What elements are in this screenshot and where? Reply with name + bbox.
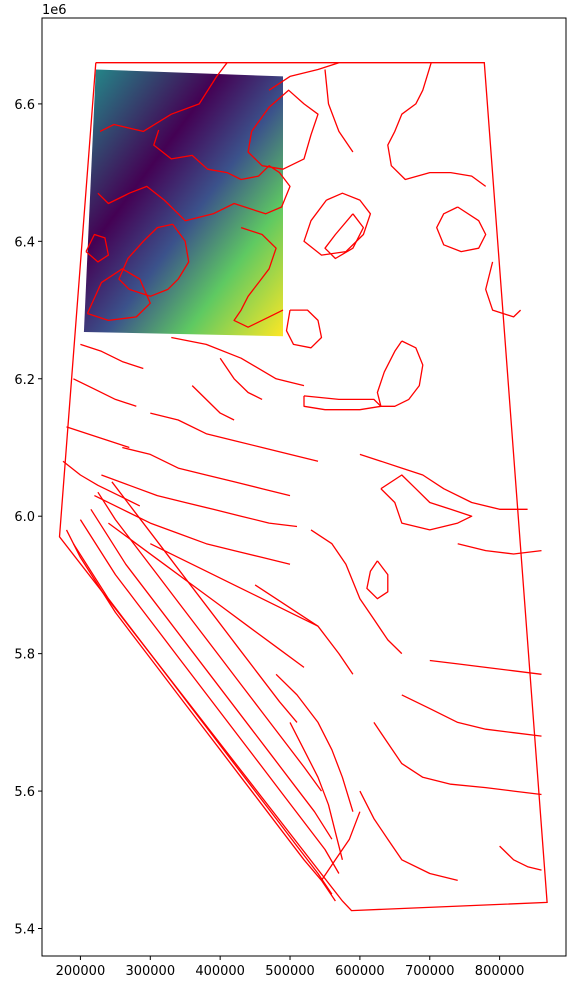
contour-line	[97, 129, 291, 222]
contour-line	[97, 491, 323, 792]
boundary-lines	[58, 62, 548, 912]
contour-line	[436, 206, 487, 253]
contour-line	[85, 233, 110, 263]
contour-line	[387, 62, 487, 187]
contour-line	[275, 673, 354, 812]
contour-line	[150, 412, 319, 462]
x-tick-label: 300000	[125, 964, 175, 979]
contour-line	[310, 529, 403, 655]
y-tick-label: 5.8	[14, 648, 35, 663]
raster-image	[83, 69, 284, 337]
contour-line	[429, 659, 542, 675]
contour-line	[171, 336, 305, 387]
y-tick-label: 6.4	[14, 235, 35, 250]
contour-line	[401, 694, 542, 737]
contour-line	[254, 584, 354, 675]
contour-line	[303, 192, 372, 256]
contour-line	[90, 508, 333, 840]
contour-line	[324, 213, 365, 260]
y-tick-label: 6.2	[14, 373, 35, 388]
contour-line	[380, 474, 473, 531]
contour-line	[72, 543, 333, 895]
y-axis: 5.4 5.6 5.8 6.0 6.2 6.4 6.6	[14, 98, 42, 938]
x-tick-label: 700000	[405, 964, 455, 979]
contour-line	[485, 261, 522, 318]
y-tick-label: 5.6	[14, 785, 35, 800]
x-tick-label: 800000	[475, 964, 525, 979]
axes-frame	[41, 17, 567, 957]
x-tick-label: 200000	[56, 964, 106, 979]
contour-line	[376, 340, 424, 407]
contour-line	[373, 722, 542, 796]
contour-line	[65, 529, 336, 902]
contour-line	[247, 89, 319, 170]
contour-line	[219, 357, 263, 400]
contour-line	[118, 223, 190, 297]
contour-line	[303, 395, 382, 411]
contour-line	[101, 474, 298, 528]
contour-line	[359, 790, 458, 882]
contour-line	[80, 343, 144, 370]
contour-line	[359, 453, 528, 510]
x-tick-label: 600000	[335, 964, 385, 979]
y-tick-label: 6.0	[14, 510, 35, 525]
y-tick-label: 5.4	[14, 923, 35, 938]
x-axis: 200000 300000 400000 500000 600000 700000 8000…	[56, 956, 525, 979]
contour-line	[108, 522, 305, 668]
contour-line	[150, 543, 319, 627]
y-offset-label: 1e6	[42, 3, 67, 18]
contour-line	[66, 426, 130, 449]
contour-line	[233, 226, 284, 328]
contour-line	[499, 845, 542, 871]
contour-line	[289, 722, 344, 860]
contour-line	[324, 69, 354, 153]
contour-line	[99, 62, 228, 133]
contour-line	[62, 460, 141, 507]
contour-line	[268, 62, 340, 91]
province-outline	[58, 62, 548, 912]
y-tick-label: 6.6	[14, 98, 35, 113]
contour-line	[122, 446, 291, 497]
x-tick-label: 500000	[265, 964, 315, 979]
contour-line	[111, 481, 298, 723]
contour-line	[86, 268, 151, 322]
contour-line	[79, 519, 340, 874]
contour-line	[191, 385, 235, 421]
elevation-raster	[83, 69, 284, 337]
contour-line	[457, 543, 542, 555]
contour-line	[94, 495, 291, 565]
contour-line	[366, 560, 389, 600]
contour-line	[320, 811, 361, 881]
contour-line	[73, 378, 137, 407]
x-tick-label: 400000	[195, 964, 245, 979]
contour-line	[285, 309, 323, 349]
